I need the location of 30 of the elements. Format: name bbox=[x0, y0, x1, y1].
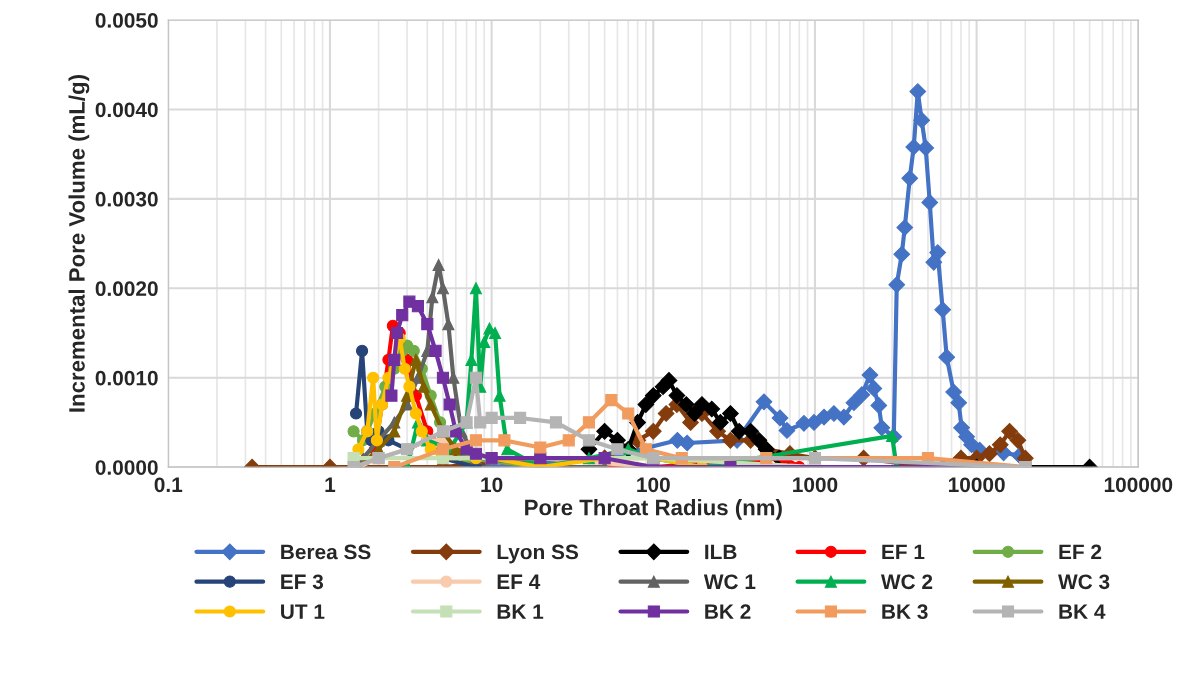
x-tick-label: 1 bbox=[325, 477, 336, 492]
legend-label: EF 3 bbox=[281, 574, 324, 590]
x-tick-label: 100000 bbox=[1104, 477, 1173, 493]
legend-label: BK 1 bbox=[497, 604, 544, 619]
x-tick-label: 10000 bbox=[948, 477, 1005, 493]
y-tick-label: 0.0040 bbox=[95, 102, 158, 118]
y-tick-label: 0.0000 bbox=[95, 460, 158, 475]
legend-label: UT 1 bbox=[281, 604, 325, 619]
y-tick-label: 0.0010 bbox=[95, 370, 158, 386]
x-axis-title: Pore Throat Radius (nm) bbox=[525, 499, 782, 520]
legend-label: BK 4 bbox=[1059, 604, 1106, 619]
y-tick-label: 0.0050 bbox=[95, 13, 158, 28]
x-tick-label: 100 bbox=[637, 477, 670, 493]
legend-label: EF 4 bbox=[497, 574, 541, 589]
y-tick-label: 0.0030 bbox=[95, 191, 158, 207]
x-tick-label: 0.1 bbox=[154, 477, 183, 493]
legend-label: Berea SS bbox=[281, 544, 371, 560]
legend-label: ILB bbox=[705, 544, 737, 560]
legend-label: BK 3 bbox=[882, 604, 928, 620]
legend-label: BK 2 bbox=[705, 604, 751, 619]
legend-label: WC 2 bbox=[880, 574, 933, 590]
legend-label: WC 3 bbox=[1058, 574, 1110, 590]
legend-label: Lyon SS bbox=[497, 544, 579, 564]
legend-label: EF 1 bbox=[882, 544, 925, 560]
legend-label: WC 1 bbox=[703, 574, 756, 590]
y-tick-label: 0.0020 bbox=[95, 281, 158, 297]
x-tick-label: 10 bbox=[481, 477, 503, 493]
legend-label: EF 2 bbox=[1059, 544, 1102, 560]
y-axis-title: Incremental Pore Volume (mL/g) bbox=[68, 75, 90, 412]
x-tick-label: 1000 bbox=[793, 477, 838, 493]
